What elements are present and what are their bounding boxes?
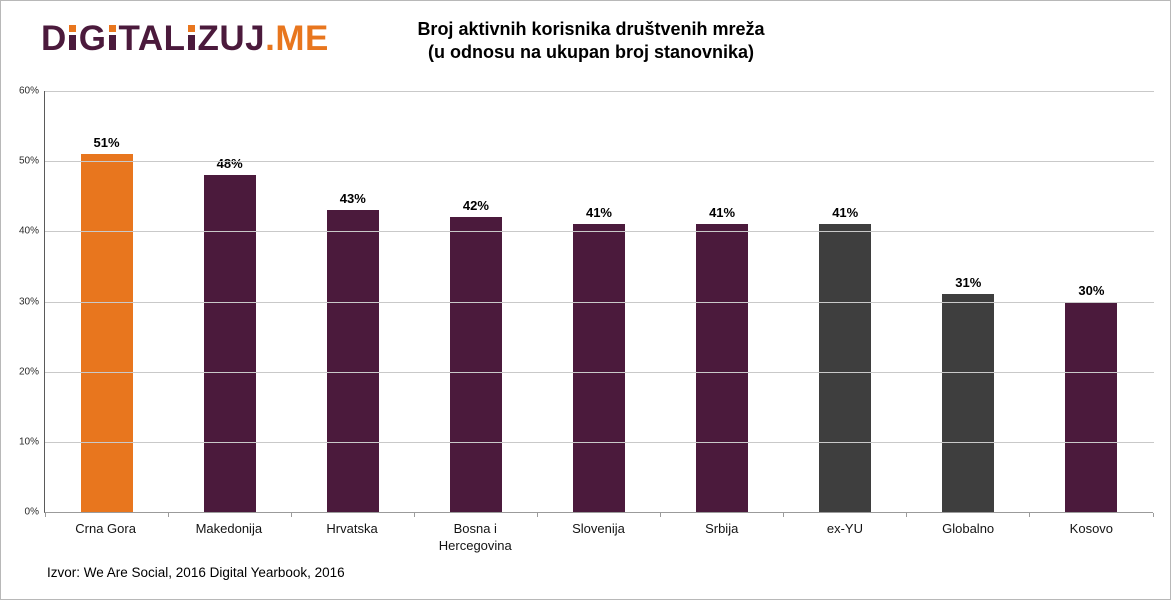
logo-i-stem [109,35,117,50]
logo-letter: E [305,19,329,58]
x-axis-tick [1029,513,1031,517]
source-note: Izvor: We Are Social, 2016 Digital Yearb… [47,565,345,580]
y-axis-tick-label: 10% [18,436,39,448]
logo-letter: A [137,19,164,58]
bar-crna-gora [80,154,133,512]
logo-letter: T [118,19,138,58]
category-label: Kosovo [1069,521,1114,536]
bar-slot: 30% [1030,91,1153,512]
gridline-30 [45,301,1154,303]
bars-container: 51% 48% 43% 42% 41% 41% 41% 31% 30% [45,91,1153,512]
bar-bosna-i-hercegovina [449,217,502,512]
x-axis-tick [44,513,46,517]
y-axis-tick-label: 50% [18,155,39,167]
bar-slot: 31% [907,91,1030,512]
logo-letter: J [245,19,266,58]
x-axis-tick [906,513,908,517]
bar-value-label: 41% [832,205,859,221]
bar-slot: 41% [661,91,784,512]
gridline-40 [45,231,1154,233]
bar-hrvatska [326,210,379,512]
plot-area: 51% 48% 43% 42% 41% 41% 41% 31% 30% 0% 10% 20% 30% 4… [19,86,1154,518]
chart-title-line2: (u odnosu na ukupan broj stanovnika) [427,42,754,62]
x-axis-tick [290,513,292,517]
bar-makedonija [203,175,256,512]
y-axis-tick-label: 60% [18,85,39,97]
category-label: Globalno [942,521,995,536]
category-label: Slovenija [572,521,625,536]
digitalizuj-me-logo: D G TAL ZUJ.ME [41,19,329,58]
logo-letter: L [163,19,186,58]
x-axis-tick [167,513,169,517]
category-label: Srbija [705,521,739,536]
bar-value-label: 42% [462,198,489,214]
category-label: Makedonija [195,521,263,536]
logo-letter: G [78,19,107,58]
logo-i-dot [109,25,117,32]
x-axis-tick [783,513,785,517]
logo-i-stem [69,35,77,50]
gridline-60 [45,91,1154,92]
x-axis-tick [413,513,415,517]
y-axis-tick-label: 30% [18,296,39,307]
bar-value-label: 41% [709,205,736,221]
chart-title-line1: Broj aktivnih korisnika društvenih mreža [417,19,765,39]
category-label: Bosna i Hercegovina [438,521,512,553]
bar-value-label: 30% [1078,282,1105,298]
x-axis-tick [1152,513,1154,517]
bar-slot: 43% [291,91,414,512]
logo-i-dot [69,25,77,32]
bar-value-label: 43% [339,191,366,207]
y-axis-tick-label: 0% [24,506,39,518]
bar-value-label: 51% [93,135,120,151]
category-label: Hrvatska [326,521,378,536]
category-label: ex-YU [826,521,863,536]
logo-i-dot [187,25,195,32]
bar-ex-yu [819,224,872,512]
bar-globalno [942,294,995,512]
gridline-10 [45,441,1154,443]
logo-i-stem [187,35,195,50]
y-axis-tick-label: 40% [18,225,39,237]
bar-srbija [696,224,749,512]
bar-slot: 41% [537,91,660,512]
gridline-20 [45,371,1154,373]
bar-slot: 51% [45,91,168,512]
gridline-50 [45,161,1154,163]
bar-value-label: 31% [955,275,982,291]
bar-value-label: 41% [585,205,612,221]
logo-letter-i [109,25,117,50]
logo-letter: M [275,19,306,58]
bar-slot: 41% [784,91,907,512]
x-axis-tick [536,513,538,517]
bar-value-label: 48% [216,156,243,172]
logo-letter: U [219,19,246,58]
logo-letter-i [69,25,77,50]
bar-slovenija [572,224,625,512]
chart-title: Broj aktivnih korisnika društvenih mreža… [341,18,841,64]
bar-slot: 42% [414,91,537,512]
category-label: Crna Gora [75,521,136,536]
logo-letter: D [41,19,67,58]
category-axis-labels: Crna Gora Makedonija Hrvatska Bosna i Herce… [44,520,1153,554]
logo-letter: . [265,19,276,58]
logo-letter-i [187,25,195,50]
y-axis-tick-label: 20% [18,366,39,378]
logo-letter: Z [197,19,220,58]
x-axis-tick [660,513,662,517]
bar-kosovo [1065,301,1118,512]
